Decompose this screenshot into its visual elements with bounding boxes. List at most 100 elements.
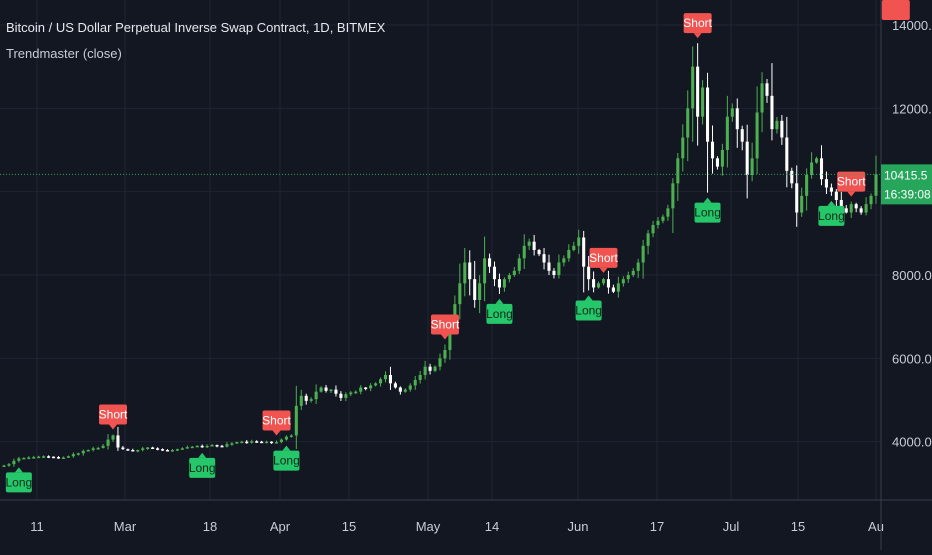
candle-body <box>2 465 6 467</box>
candle-body <box>106 439 110 446</box>
x-tick-label: Jun <box>568 519 589 534</box>
candle-body <box>111 435 115 440</box>
candle-body <box>314 391 318 400</box>
last-price-badge <box>881 164 932 205</box>
candle-body <box>359 387 363 392</box>
long-signal-label: Long <box>694 197 721 223</box>
candle-body <box>319 387 323 392</box>
long-signal-label: Long <box>273 445 300 471</box>
candle-body <box>428 366 432 371</box>
candle-body <box>91 448 95 450</box>
candle-body <box>562 258 566 263</box>
candle-body <box>666 208 670 217</box>
long-label-pointer <box>198 452 207 458</box>
long-label-pointer <box>584 295 593 301</box>
candle-body <box>844 208 848 213</box>
short-signal-label: Short <box>262 410 292 436</box>
candle-body <box>56 457 61 459</box>
candle-body <box>443 350 447 359</box>
long-label-text: Long <box>818 209 845 223</box>
candle-body <box>572 245 576 250</box>
candle-body <box>567 250 571 259</box>
long-label-pointer <box>14 467 23 473</box>
candle-body <box>284 436 288 440</box>
candle-body <box>141 448 145 450</box>
symbol-title[interactable]: Bitcoin / US Dollar Perpetual Inverse Sw… <box>6 20 386 35</box>
long-label-text: Long <box>486 307 513 321</box>
candle-body <box>785 137 789 171</box>
x-tick-label: 18 <box>203 519 217 534</box>
candle-body <box>839 200 843 209</box>
x-tick-label: Mar <box>114 519 137 534</box>
candle-body <box>42 456 46 458</box>
candle-body <box>66 456 70 458</box>
candle-body <box>765 83 769 96</box>
candle-body <box>512 270 516 275</box>
candle-body <box>502 279 506 288</box>
candle-body <box>354 391 358 394</box>
candle-body <box>448 325 452 350</box>
candle-body <box>829 187 833 192</box>
candle-body <box>706 87 710 142</box>
short-label-pointer <box>599 267 608 273</box>
y-tick-label: 8000.0 <box>892 268 932 283</box>
short-label-box <box>430 314 459 335</box>
candle-body <box>240 441 244 444</box>
x-tick-label: 15 <box>791 519 805 534</box>
last-price-label: 10415.5 <box>884 168 928 182</box>
candle-body <box>656 220 660 225</box>
long-signal-label: Long <box>818 200 845 226</box>
long-label-text: Long <box>694 206 721 220</box>
candle-body <box>497 279 501 288</box>
short-label-text: Short <box>589 251 618 265</box>
candle-body <box>205 445 209 448</box>
short-label-box <box>589 247 618 268</box>
candle-body <box>180 448 184 450</box>
candle-body <box>136 450 140 452</box>
candle-body <box>344 394 348 398</box>
x-tick-label: 17 <box>650 519 664 534</box>
candle-body <box>190 446 194 449</box>
candle-body <box>874 174 878 196</box>
candle-body <box>745 141 749 175</box>
short-signal-label: Short <box>99 404 128 430</box>
candle-body <box>403 389 407 392</box>
candle-body <box>527 241 531 246</box>
candle-body <box>557 262 561 275</box>
candle-body <box>854 204 858 209</box>
candle-body <box>606 279 610 288</box>
candle-body <box>626 275 630 280</box>
candle-body <box>577 237 581 246</box>
long-label-text: Long <box>575 303 602 317</box>
candle-body <box>463 262 467 284</box>
candle-body <box>398 387 402 392</box>
candle-body <box>671 183 675 209</box>
candle-body <box>309 399 313 401</box>
candle-body <box>215 445 219 447</box>
candle-body <box>195 445 199 448</box>
candle-body <box>597 283 601 288</box>
candle-body <box>686 108 690 138</box>
candle-body <box>260 441 264 444</box>
candle-body <box>859 208 863 213</box>
short-signal-label: Short <box>837 171 866 197</box>
candle-body <box>423 366 427 375</box>
signals: Long Short Long Short Long Short Long Long Short… <box>6 0 911 493</box>
candle-body <box>522 245 526 259</box>
candle-body <box>715 158 719 167</box>
long-label-text: Long <box>189 461 216 475</box>
long-label-box <box>694 202 721 223</box>
candle-body <box>27 457 31 459</box>
indicator-legend[interactable]: Trendmaster (close) <box>6 46 122 61</box>
candle-body <box>81 450 85 454</box>
candle-body <box>805 175 809 196</box>
candle-body <box>483 258 487 284</box>
candle-body <box>849 204 853 213</box>
candle-body <box>864 204 868 213</box>
candle-body <box>651 225 655 234</box>
candle-body <box>369 385 373 389</box>
candle-body <box>413 380 417 386</box>
candle-body <box>537 250 541 255</box>
candle-body <box>52 456 56 459</box>
